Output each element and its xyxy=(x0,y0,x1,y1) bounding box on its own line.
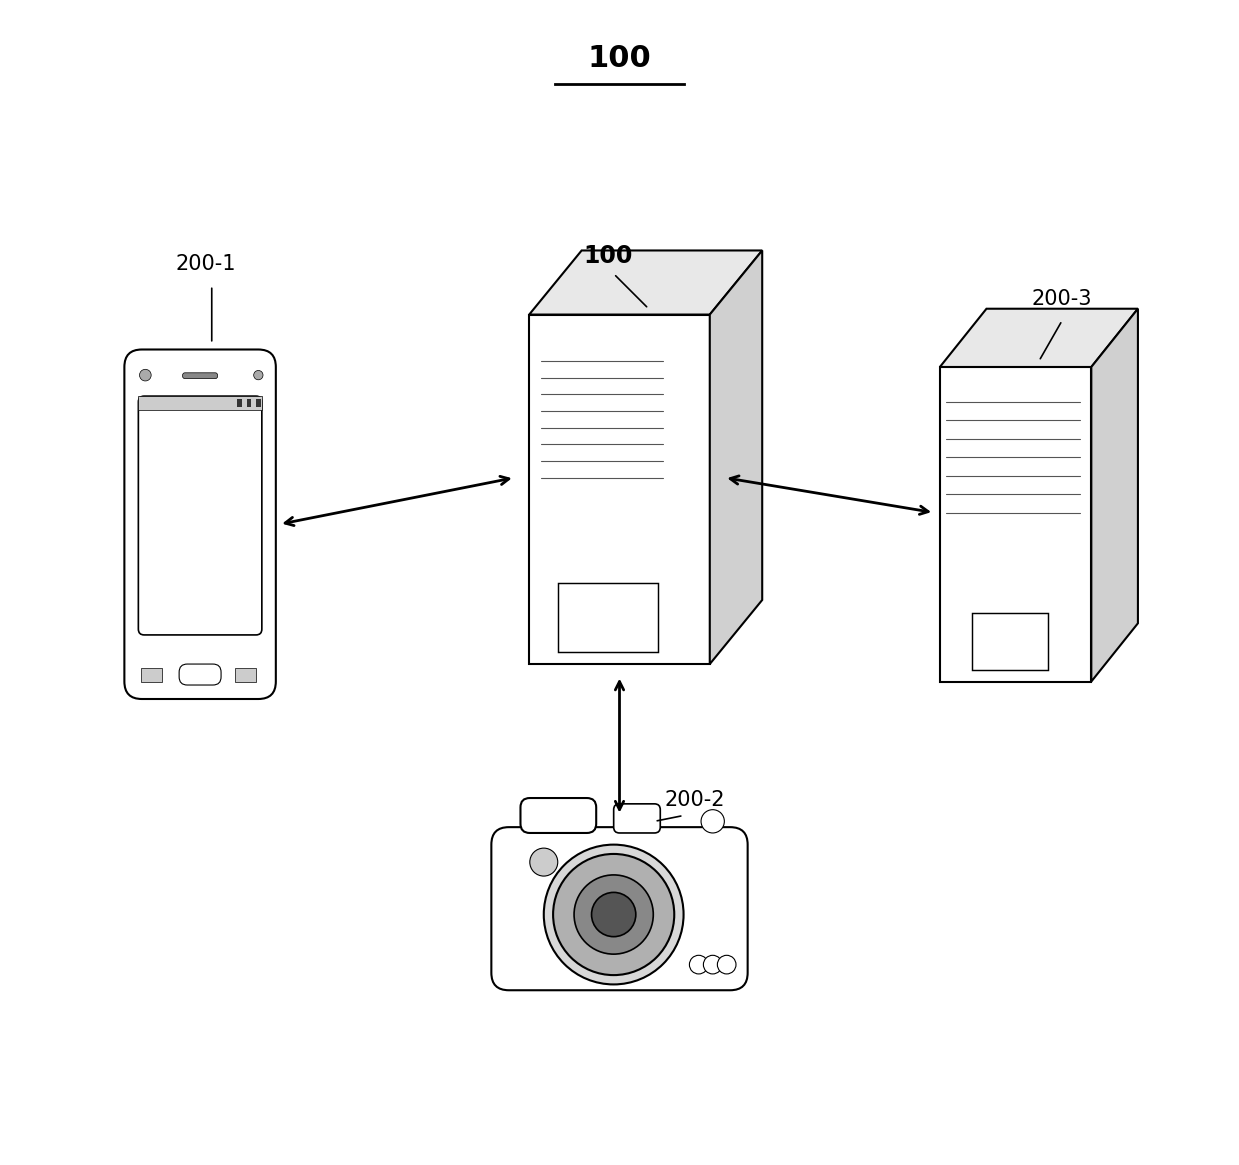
FancyBboxPatch shape xyxy=(139,396,261,635)
Circle shape xyxy=(544,845,684,984)
Polygon shape xyxy=(710,250,762,664)
FancyBboxPatch shape xyxy=(520,798,596,833)
Polygon shape xyxy=(940,367,1092,682)
Text: 100: 100 xyxy=(584,243,633,268)
Bar xyxy=(238,398,242,408)
Circle shape xyxy=(701,810,725,833)
Bar xyxy=(139,396,261,410)
Circle shape xyxy=(591,892,636,937)
Circle shape xyxy=(254,370,263,380)
Polygon shape xyxy=(1092,309,1137,682)
Circle shape xyxy=(717,955,736,974)
Circle shape xyxy=(689,955,707,974)
Circle shape xyxy=(140,369,151,381)
FancyBboxPatch shape xyxy=(182,373,218,379)
Polygon shape xyxy=(940,309,1137,367)
Bar xyxy=(141,668,161,682)
Circle shape xyxy=(553,854,674,975)
Polygon shape xyxy=(529,315,710,664)
Polygon shape xyxy=(529,250,762,315)
Circle shape xyxy=(574,875,653,954)
FancyBboxPatch shape xyxy=(492,827,747,990)
Text: 200-2: 200-2 xyxy=(665,790,726,810)
Bar xyxy=(235,668,256,682)
Polygon shape xyxy=(559,582,658,652)
Circle shape xyxy=(704,955,722,974)
Text: 200-3: 200-3 xyxy=(1032,289,1093,309)
FancyBboxPatch shape xyxy=(180,664,221,685)
Bar xyxy=(256,398,260,408)
Text: 100: 100 xyxy=(587,44,652,72)
Text: 200-1: 200-1 xyxy=(176,254,237,274)
Circle shape xyxy=(530,848,558,876)
FancyBboxPatch shape xyxy=(613,804,660,833)
FancyBboxPatch shape xyxy=(124,350,276,699)
Bar xyxy=(247,398,252,408)
Polygon shape xyxy=(971,613,1048,670)
